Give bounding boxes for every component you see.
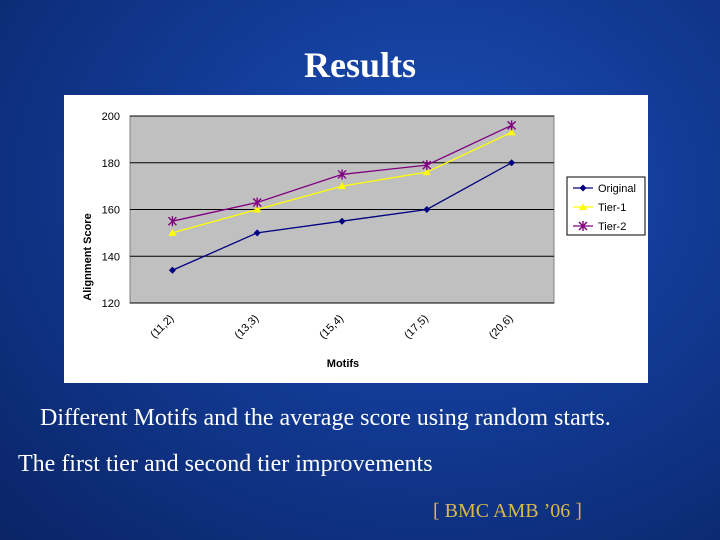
data-point-original bbox=[168, 266, 176, 274]
x-tick-label: (11,2) bbox=[148, 313, 176, 341]
chart-frame: 120 140 160 180 200 (11,2) (13,3) (15,4) (17,5) (… bbox=[64, 95, 648, 383]
data-point-tier-1 bbox=[338, 182, 346, 190]
x-tick-label: (13,3) bbox=[233, 313, 262, 342]
x-axis-title: Motifs bbox=[327, 358, 359, 370]
citation: [ BMC AMB ’06 ] bbox=[433, 500, 582, 522]
data-point-tier-2 bbox=[337, 169, 347, 180]
data-point-original bbox=[508, 159, 516, 167]
data-point-original bbox=[338, 217, 346, 225]
legend-label: Original bbox=[598, 183, 636, 195]
data-point-tier-2 bbox=[422, 160, 432, 171]
legend-label: Tier-2 bbox=[598, 221, 626, 233]
data-point-tier-2 bbox=[167, 216, 177, 227]
legend-box bbox=[566, 176, 646, 236]
y-tick-label: 160 bbox=[102, 205, 120, 217]
legend-marker bbox=[578, 221, 588, 231]
y-tick-label: 180 bbox=[102, 158, 120, 170]
y-axis-title: Alignment Score bbox=[82, 213, 94, 300]
data-point-tier-2 bbox=[252, 197, 262, 208]
line-chart: 120 140 160 180 200 (11,2) (13,3) (15,4) (17,5) (… bbox=[82, 111, 646, 370]
data-point-tier-2 bbox=[507, 120, 517, 131]
data-point-tier-1 bbox=[507, 128, 516, 136]
x-tick-label: (20,6) bbox=[487, 313, 516, 342]
y-tick-label: 140 bbox=[102, 251, 120, 263]
y-tick-label: 200 bbox=[102, 111, 120, 123]
y-tick-label: 120 bbox=[102, 298, 120, 310]
caption-line-2: The first tier and second tier improveme… bbox=[18, 451, 433, 477]
data-point-tier-1 bbox=[168, 228, 177, 236]
data-point-original bbox=[253, 229, 261, 237]
x-tick-label: (15,4) bbox=[317, 313, 346, 342]
data-point-tier-1 bbox=[253, 205, 262, 213]
data-point-original bbox=[423, 206, 431, 213]
legend-marker bbox=[579, 203, 587, 210]
caption-line-1: Different Motifs and the average score u… bbox=[40, 405, 611, 431]
x-tick-label: (17,5) bbox=[402, 313, 431, 342]
legend-label: Tier-1 bbox=[598, 202, 626, 214]
slide-title: Results bbox=[303, 45, 416, 85]
legend-marker bbox=[579, 184, 587, 192]
data-point-tier-1 bbox=[422, 168, 431, 176]
